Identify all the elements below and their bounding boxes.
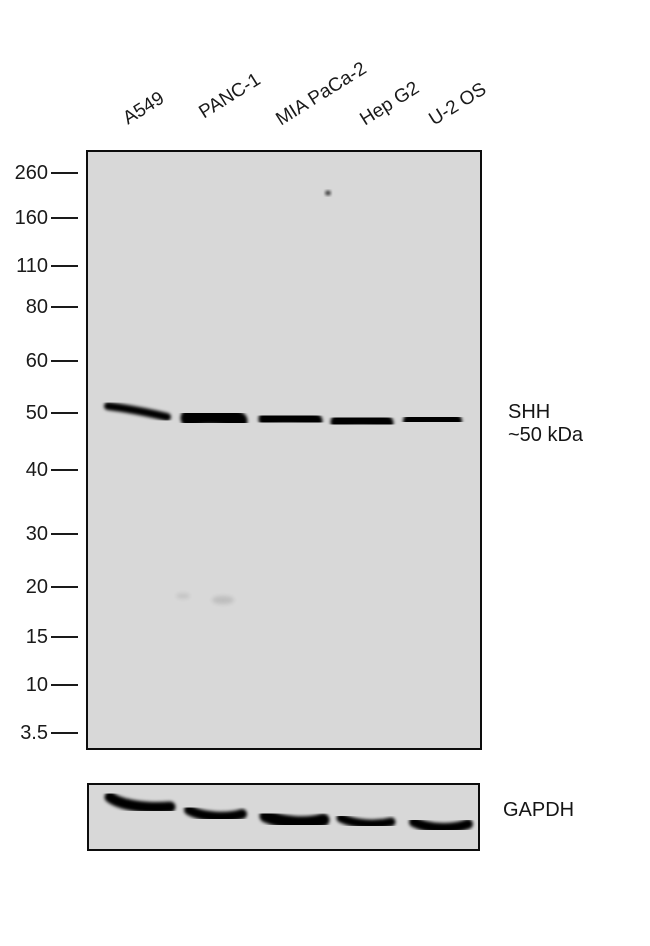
mw-marker-tick: [51, 411, 78, 415]
mw-marker-160: 160: [0, 205, 78, 231]
mw-marker-tick: [51, 532, 78, 536]
lane-label-a549: A549: [119, 87, 169, 130]
lane-label-panc-1: PANC-1: [195, 69, 265, 124]
mw-marker-label: 160: [14, 206, 48, 229]
mw-marker-110: 110: [0, 253, 78, 279]
mw-marker-label: 60: [25, 349, 48, 372]
mw-marker-tick: [51, 731, 78, 735]
mw-marker-20: 20: [0, 574, 78, 600]
mw-marker-label: 110: [16, 254, 48, 277]
mw-marker-label: 3.5: [20, 721, 48, 744]
lane-label-mia-paca-2: MIA PaCa-2: [272, 58, 371, 131]
mw-marker-label: 15: [25, 625, 48, 648]
mw-marker-label: 40: [25, 458, 48, 481]
mw-marker-10: 10: [0, 672, 78, 698]
lane-label-hep-g2: Hep G2: [356, 77, 424, 131]
mw-marker-40: 40: [0, 457, 78, 483]
mw-marker-label: 80: [25, 295, 48, 318]
mw-marker-label: 20: [25, 575, 48, 598]
mw-marker-tick: [51, 683, 78, 687]
mw-marker-3-5: 3.5: [0, 720, 78, 746]
mw-marker-tick: [51, 171, 78, 175]
mw-marker-tick: [51, 216, 78, 220]
mw-marker-tick: [51, 468, 78, 472]
mw-marker-tick: [51, 585, 78, 589]
shh-blot-panel: [86, 150, 482, 750]
mw-marker-tick: [51, 635, 78, 639]
shh-annotation: SHH ~50 kDa: [508, 401, 583, 447]
mw-marker-tick: [51, 264, 78, 268]
mw-marker-60: 60: [0, 348, 78, 374]
mw-marker-tick: [51, 359, 78, 363]
mw-marker-label: 260: [14, 161, 48, 184]
mw-marker-15: 15: [0, 624, 78, 650]
mw-marker-30: 30: [0, 521, 78, 547]
lane-label-u-2-os: U-2 OS: [425, 78, 491, 131]
gapdh-annotation: GAPDH: [503, 799, 575, 821]
mw-marker-260: 260: [0, 160, 78, 186]
mw-marker-50: 50: [0, 400, 78, 426]
mw-marker-label: 50: [25, 401, 48, 424]
target-protein-label: SHH: [508, 401, 551, 423]
mw-marker-tick: [51, 305, 78, 309]
gapdh-blot-panel: [87, 783, 480, 851]
mw-marker-label: 30: [25, 522, 48, 545]
mw-marker-80: 80: [0, 294, 78, 320]
mw-marker-label: 10: [25, 673, 48, 696]
target-mw-label: ~50 kDa: [508, 424, 584, 446]
